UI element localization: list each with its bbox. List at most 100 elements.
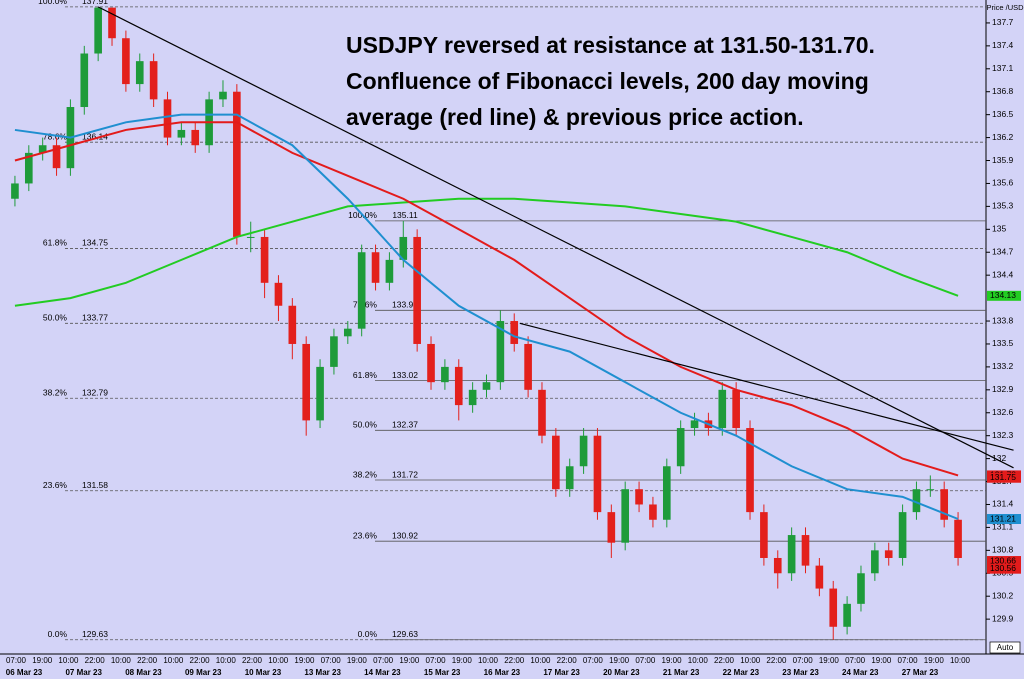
time-label: 22:00 (557, 656, 578, 665)
candle-body (801, 535, 810, 566)
y-tick-label: 135 (992, 224, 1006, 234)
time-label: 19:00 (347, 656, 368, 665)
moving-average (14, 113, 959, 520)
fib-price: 134.75 (82, 238, 108, 248)
candle-body (454, 366, 463, 406)
time-label: 10:00 (478, 656, 499, 665)
date-label: 21 Mar 23 (663, 668, 700, 677)
candle-body (441, 366, 449, 383)
fib-percent: 23.6% (43, 480, 68, 490)
y-tick-label: 136.2 (992, 132, 1014, 142)
candle-body (385, 259, 394, 283)
time-label: 10:00 (530, 656, 551, 665)
trendline (97, 6, 1014, 469)
candle-body (829, 588, 838, 627)
annotation: USDJPY reversed at resistance at 131.50-… (346, 32, 875, 130)
time-label: 19:00 (924, 656, 945, 665)
time-label: 10:00 (58, 656, 79, 665)
candle-body (538, 389, 546, 436)
date-label: 27 Mar 23 (902, 668, 939, 677)
candle-body (38, 145, 47, 153)
candle-body (163, 99, 172, 138)
candle-body (246, 236, 255, 238)
time-label: 10:00 (268, 656, 289, 665)
date-label: 16 Mar 23 (484, 668, 521, 677)
time-label: 22:00 (714, 656, 735, 665)
candle-body (371, 252, 380, 283)
annotation-line: Confluence of Fibonacci levels, 200 day … (346, 68, 869, 94)
y-tick-label: 131.4 (992, 499, 1014, 509)
candle-body (524, 343, 532, 390)
candle-body (122, 38, 130, 85)
fib-price: 133.77 (82, 313, 108, 323)
auto-button-label[interactable]: Auto (997, 643, 1014, 652)
candle-body (94, 7, 102, 54)
date-label: 14 Mar 23 (364, 668, 401, 677)
y-tick-label: 133.8 (992, 315, 1014, 325)
time-label: 07:00 (373, 656, 394, 665)
time-label: 07:00 (583, 656, 604, 665)
candle-body (177, 129, 186, 138)
fib-percent: 61.8% (353, 370, 378, 380)
candle-body (884, 550, 893, 558)
fib-price: 137.91 (82, 0, 108, 6)
time-label: 10:00 (740, 656, 761, 665)
y-tick-label: 129.9 (992, 613, 1014, 623)
y-tick-label: 134.7 (992, 246, 1014, 256)
y-tick-label: 137.4 (992, 40, 1014, 50)
price-tag-label: 130.56 (990, 563, 1016, 573)
time-label: 07:00 (426, 656, 447, 665)
candle-body (760, 512, 768, 558)
price-tag-label: 130.66 (990, 555, 1016, 565)
candle-body (482, 382, 491, 390)
time-label: 19:00 (452, 656, 473, 665)
fib-percent: 0.0% (48, 629, 68, 639)
fib-price: 136.14 (82, 131, 108, 141)
candle-body (510, 321, 519, 344)
fib-price: 129.63 (82, 629, 108, 639)
annotation-line: USDJPY reversed at resistance at 131.50-… (346, 32, 875, 58)
fib-price: 132.79 (82, 387, 108, 397)
candle-body (871, 550, 879, 574)
time-label: 10:00 (688, 656, 709, 665)
candle-body (718, 389, 727, 429)
fib-percent: 50.0% (353, 420, 378, 430)
candle-body (593, 435, 602, 513)
candle-body (552, 435, 560, 490)
candle-body (857, 573, 865, 604)
candle-body (954, 519, 962, 558)
time-label: 07:00 (898, 656, 919, 665)
candle-body (233, 91, 241, 237)
time-label: 19:00 (609, 656, 630, 665)
fib-percent: 38.2% (43, 387, 68, 397)
time-label: 10:00 (163, 656, 184, 665)
annotation-line: average (red line) & previous price acti… (346, 104, 804, 130)
y-tick-label: 133.2 (992, 361, 1014, 371)
price-tag-label: 131.21 (990, 513, 1016, 523)
candle-body (357, 252, 366, 329)
time-label: 19:00 (294, 656, 315, 665)
price-tag (987, 514, 1021, 525)
candle-body (607, 512, 616, 543)
moving-average (14, 197, 959, 307)
time-label: 07:00 (793, 656, 814, 665)
y-tick-label: 133.5 (992, 338, 1014, 348)
auto-button[interactable] (989, 641, 1021, 654)
fib-price: 135.11 (392, 210, 418, 220)
y-tick-label: 130.2 (992, 590, 1014, 600)
time-label: 22:00 (190, 656, 211, 665)
time-label: 07:00 (845, 656, 866, 665)
candle-body (898, 512, 907, 558)
time-label: 19:00 (662, 656, 683, 665)
fib-percent: 61.8% (43, 238, 68, 248)
date-label: 06 Mar 23 (6, 668, 43, 677)
fib-price: 133.94 (392, 300, 418, 310)
candle-body (80, 53, 89, 108)
candle-body (635, 489, 643, 505)
price-tag-label: 134.13 (990, 290, 1016, 300)
time-label: 22:00 (137, 656, 158, 665)
fib-percent: 38.2% (353, 469, 378, 479)
axis-label: Price /USD (986, 3, 1024, 12)
fib-price: 131.58 (82, 480, 108, 490)
